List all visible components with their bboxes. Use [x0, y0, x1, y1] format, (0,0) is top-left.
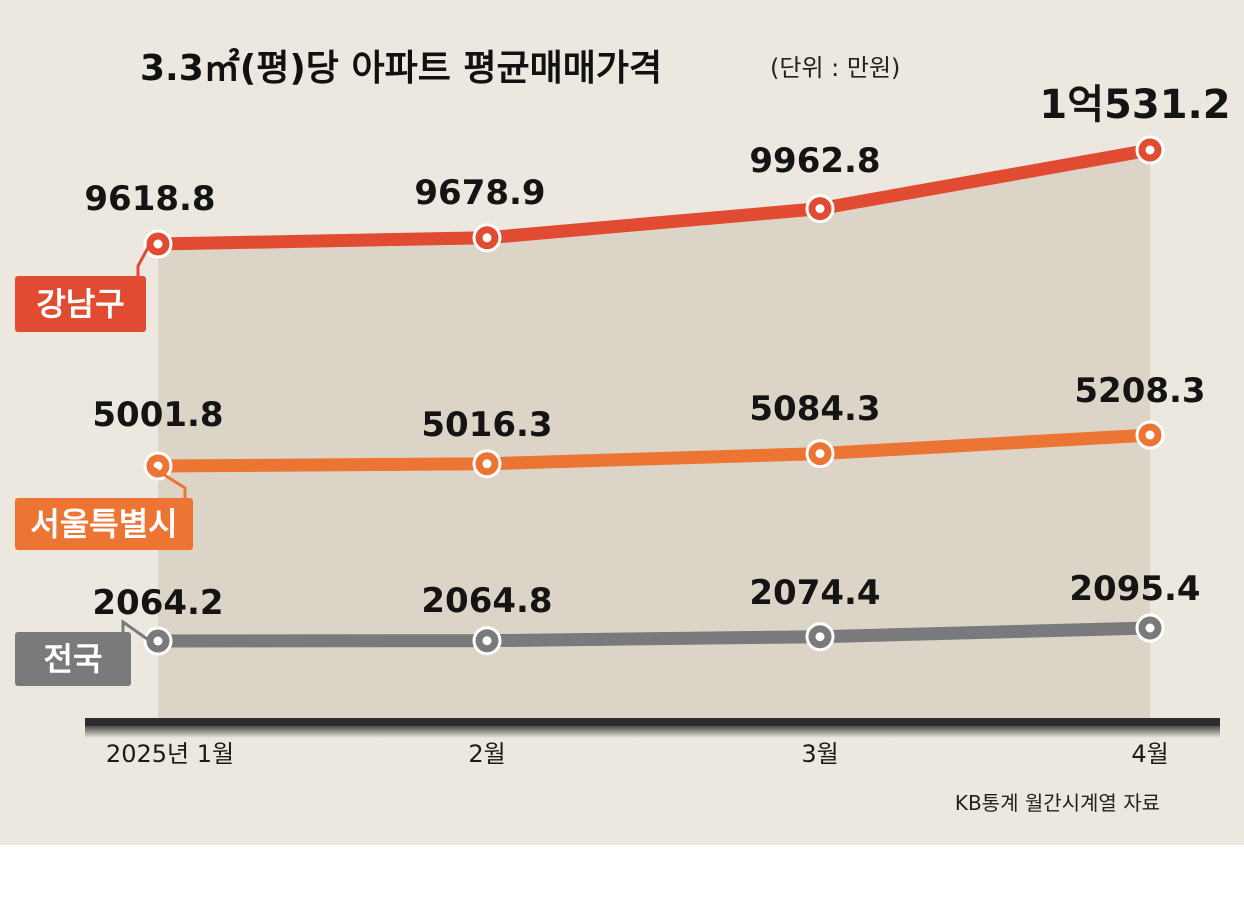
data-point-center-2-0 — [153, 636, 163, 646]
axis-layer — [85, 718, 1220, 738]
legend-box-2 — [15, 632, 131, 686]
data-label-1-3: 5208.3 — [1074, 371, 1205, 411]
data-point-center-2-3 — [1145, 623, 1155, 633]
source-note: KB통계 월간시계열 자료 — [955, 791, 1160, 815]
data-point-center-0-3 — [1145, 145, 1155, 155]
area-fill — [158, 150, 1150, 722]
legend-leader-2 — [121, 619, 151, 643]
data-point-center-0-1 — [482, 233, 492, 243]
data-label-2-3: 2095.4 — [1069, 569, 1200, 609]
x-tick-label-0: 2025년 1월 — [106, 740, 234, 768]
legend-box-1 — [15, 498, 193, 550]
data-label-1-2: 5084.3 — [749, 389, 880, 429]
series-2: 2064.2 2064.8 2074.4 2095.4 — [92, 569, 1201, 656]
data-point-center-2-2 — [815, 632, 825, 642]
series-1: 5001.8 5016.3 5084.3 5208.3 — [92, 371, 1206, 481]
series-line-1 — [151, 428, 1157, 473]
data-label-1-1: 5016.3 — [421, 405, 552, 445]
data-label-2-0: 2064.2 — [92, 583, 223, 623]
series-layer: 9618.8 9678.9 9962.8 1억531.2 5001.8 5016.3 508… — [84, 82, 1231, 656]
data-point-center-1-1 — [482, 459, 492, 469]
legend-tag-1: 서울특별시 — [15, 464, 193, 550]
data-point-center-0-2 — [815, 204, 825, 214]
legend-label-1: 서울특별시 — [30, 505, 177, 543]
x-axis-line — [85, 718, 1220, 726]
unit-label: (단위 : 만원) — [770, 54, 900, 82]
legend-leader-0 — [136, 243, 152, 276]
area-layer — [158, 150, 1150, 722]
data-label-0-0: 9618.8 — [84, 179, 215, 219]
page-footer-white — [0, 845, 1244, 906]
x-tick-label-1: 2월 — [468, 740, 505, 768]
legend-label-0: 강남구 — [36, 285, 124, 323]
legend-label-2: 전국 — [44, 640, 103, 678]
x-axis-ticks: 2025년 1월 2월 3월 4월 — [106, 740, 1169, 768]
legend-leader-1 — [149, 464, 187, 498]
data-label-0-1: 9678.9 — [414, 173, 545, 213]
data-point-center-0-0 — [153, 239, 163, 249]
data-label-0-3: 1억531.2 — [1039, 82, 1230, 128]
data-label-0-2: 9962.8 — [749, 141, 880, 181]
x-tick-label-2: 3월 — [801, 740, 838, 768]
chart-title: 3.3㎡(평)당 아파트 평균매매가격 — [140, 47, 662, 89]
data-label-2-1: 2064.8 — [421, 581, 552, 621]
data-point-center-2-1 — [482, 636, 492, 646]
legend-tag-0: 강남구 — [15, 243, 152, 332]
x-tick-label-3: 4월 — [1131, 740, 1168, 768]
series-line-2 — [151, 621, 1157, 648]
legend-tag-2: 전국 — [15, 619, 151, 686]
data-label-2-2: 2074.4 — [749, 573, 880, 613]
legend-box-0 — [15, 276, 146, 332]
x-axis-shadow — [85, 726, 1220, 738]
series-line-0 — [151, 143, 1157, 251]
series-0: 9618.8 9678.9 9962.8 1억531.2 — [84, 82, 1231, 259]
data-point-center-1-2 — [815, 449, 825, 459]
data-point-center-1-3 — [1145, 430, 1155, 440]
data-label-1-0: 5001.8 — [92, 395, 223, 435]
